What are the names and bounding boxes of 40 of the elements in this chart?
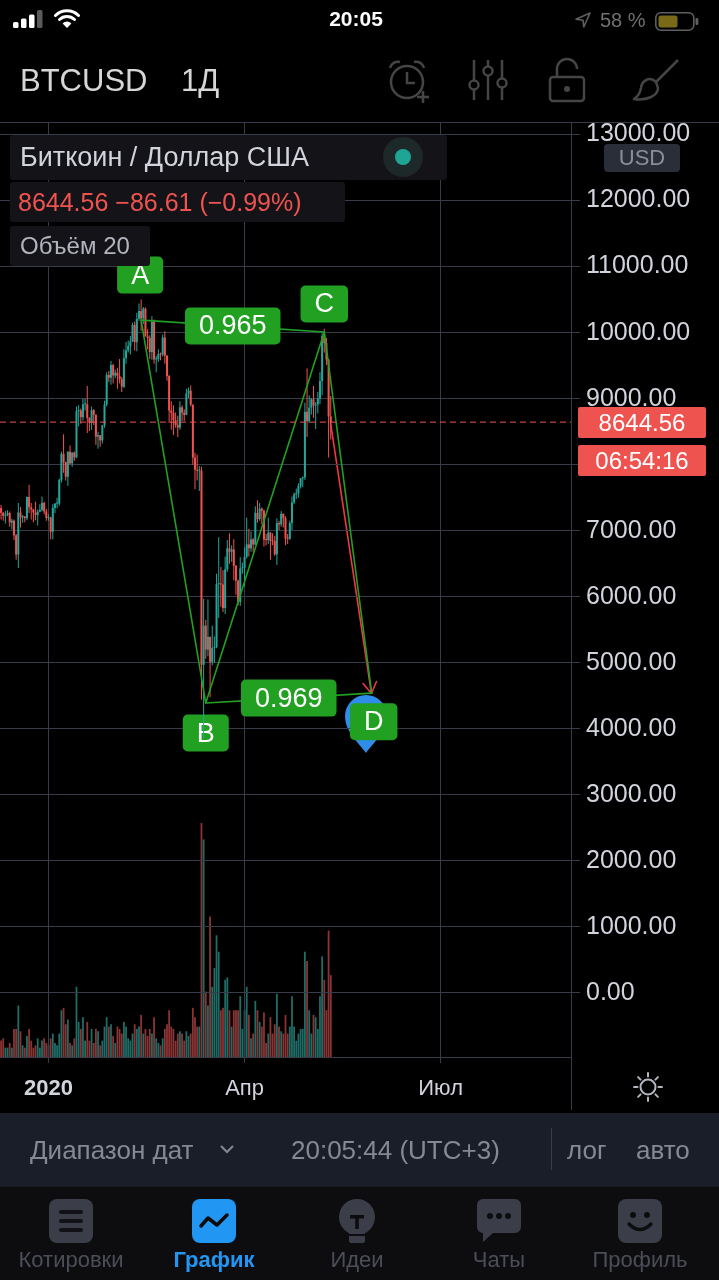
text: График	[173, 1247, 255, 1272]
y-tick-label: 7000.00	[586, 514, 677, 543]
annotation: B	[196, 717, 215, 748]
annotation: 0.969	[254, 682, 323, 713]
y-tick-label: 13000.00	[586, 118, 691, 147]
y-tick-label: 10000.00	[586, 316, 691, 345]
text: 8644.56 −86.61 (−0.99%)	[18, 188, 302, 216]
annotation: D	[363, 706, 384, 737]
y-tick-label: 12000.00	[586, 184, 691, 213]
annotation: C	[314, 288, 335, 319]
text: 06:54:16	[578, 444, 706, 476]
text: Котировки	[18, 1247, 124, 1272]
x-tick-label: Июл	[418, 1075, 463, 1101]
y-tick-label: 11000.00	[586, 250, 689, 279]
y-tick-label: 0.00	[586, 976, 635, 1005]
chart-title: Объём 20	[20, 232, 130, 259]
y-tick-label: 2000.00	[586, 844, 677, 873]
text: авто	[636, 1135, 690, 1165]
text: Биткоин / Доллар США	[20, 142, 310, 172]
text: 1Д	[181, 63, 220, 98]
text: 20:05	[329, 7, 383, 30]
ref-line-label: 8644.56	[578, 406, 706, 438]
x-tick-label: 2020	[24, 1075, 73, 1101]
y-tick-label: 1000.00	[586, 910, 677, 939]
x-tick-label: Апр	[225, 1075, 264, 1101]
y-tick-label: 3000.00	[586, 778, 677, 807]
text: Чаты	[472, 1247, 526, 1272]
text: BTCUSD	[20, 63, 148, 98]
text: лог	[567, 1135, 607, 1165]
y-tick-label: 6000.00	[586, 580, 677, 609]
annotation: A	[131, 259, 150, 290]
text: Идеи	[330, 1247, 384, 1272]
annotation: 0.965	[198, 310, 267, 341]
text: Диапазон дат	[30, 1135, 194, 1165]
text: Профиль	[592, 1247, 688, 1272]
y-tick-label: 4000.00	[586, 712, 677, 741]
text: 58 %	[600, 9, 646, 31]
y-axis-title: USD	[604, 144, 680, 172]
text: 20:05:44 (UTC+3)	[291, 1135, 500, 1165]
y-tick-label: 5000.00	[586, 646, 677, 675]
